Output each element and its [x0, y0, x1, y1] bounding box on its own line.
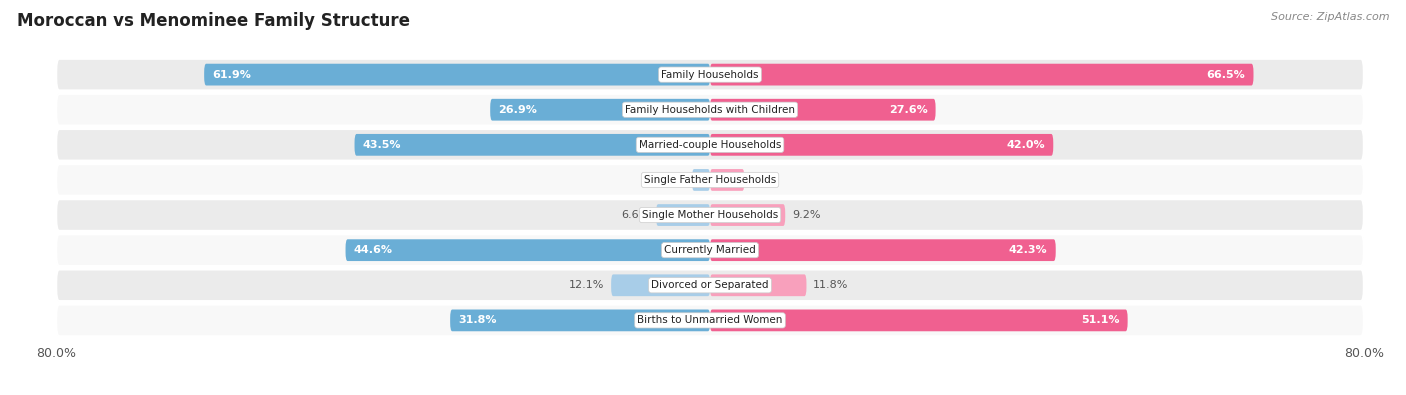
Text: Married-couple Households: Married-couple Households [638, 140, 782, 150]
FancyBboxPatch shape [710, 204, 785, 226]
FancyBboxPatch shape [491, 99, 710, 120]
FancyBboxPatch shape [346, 239, 710, 261]
Text: Family Households: Family Households [661, 70, 759, 80]
Text: 43.5%: 43.5% [363, 140, 401, 150]
Text: 26.9%: 26.9% [498, 105, 537, 115]
Text: Moroccan vs Menominee Family Structure: Moroccan vs Menominee Family Structure [17, 12, 411, 30]
FancyBboxPatch shape [710, 310, 1128, 331]
FancyBboxPatch shape [710, 239, 1056, 261]
FancyBboxPatch shape [710, 275, 807, 296]
FancyBboxPatch shape [657, 204, 710, 226]
FancyBboxPatch shape [56, 59, 1364, 90]
Text: 9.2%: 9.2% [792, 210, 820, 220]
Text: Currently Married: Currently Married [664, 245, 756, 255]
FancyBboxPatch shape [612, 275, 710, 296]
Text: 42.3%: 42.3% [1010, 245, 1047, 255]
Text: 66.5%: 66.5% [1206, 70, 1246, 80]
Text: 11.8%: 11.8% [813, 280, 848, 290]
FancyBboxPatch shape [56, 164, 1364, 196]
FancyBboxPatch shape [354, 134, 710, 156]
FancyBboxPatch shape [710, 64, 1254, 85]
FancyBboxPatch shape [450, 310, 710, 331]
FancyBboxPatch shape [56, 305, 1364, 336]
Text: Single Mother Households: Single Mother Households [643, 210, 778, 220]
Text: 12.1%: 12.1% [569, 280, 605, 290]
Text: Divorced or Separated: Divorced or Separated [651, 280, 769, 290]
FancyBboxPatch shape [56, 269, 1364, 301]
Text: 27.6%: 27.6% [889, 105, 928, 115]
FancyBboxPatch shape [692, 169, 710, 191]
FancyBboxPatch shape [710, 134, 1053, 156]
Text: 61.9%: 61.9% [212, 70, 252, 80]
Text: 42.0%: 42.0% [1007, 140, 1045, 150]
Text: 4.2%: 4.2% [751, 175, 779, 185]
Text: Source: ZipAtlas.com: Source: ZipAtlas.com [1271, 12, 1389, 22]
FancyBboxPatch shape [56, 234, 1364, 266]
FancyBboxPatch shape [710, 99, 935, 120]
Text: 2.2%: 2.2% [657, 175, 686, 185]
FancyBboxPatch shape [56, 94, 1364, 126]
Text: 51.1%: 51.1% [1081, 315, 1119, 325]
FancyBboxPatch shape [56, 199, 1364, 231]
Text: Single Father Households: Single Father Households [644, 175, 776, 185]
FancyBboxPatch shape [204, 64, 710, 85]
Text: 31.8%: 31.8% [458, 315, 496, 325]
Text: 6.6%: 6.6% [621, 210, 650, 220]
Text: Births to Unmarried Women: Births to Unmarried Women [637, 315, 783, 325]
Text: Family Households with Children: Family Households with Children [626, 105, 794, 115]
FancyBboxPatch shape [710, 169, 744, 191]
FancyBboxPatch shape [56, 129, 1364, 161]
Text: 44.6%: 44.6% [354, 245, 392, 255]
